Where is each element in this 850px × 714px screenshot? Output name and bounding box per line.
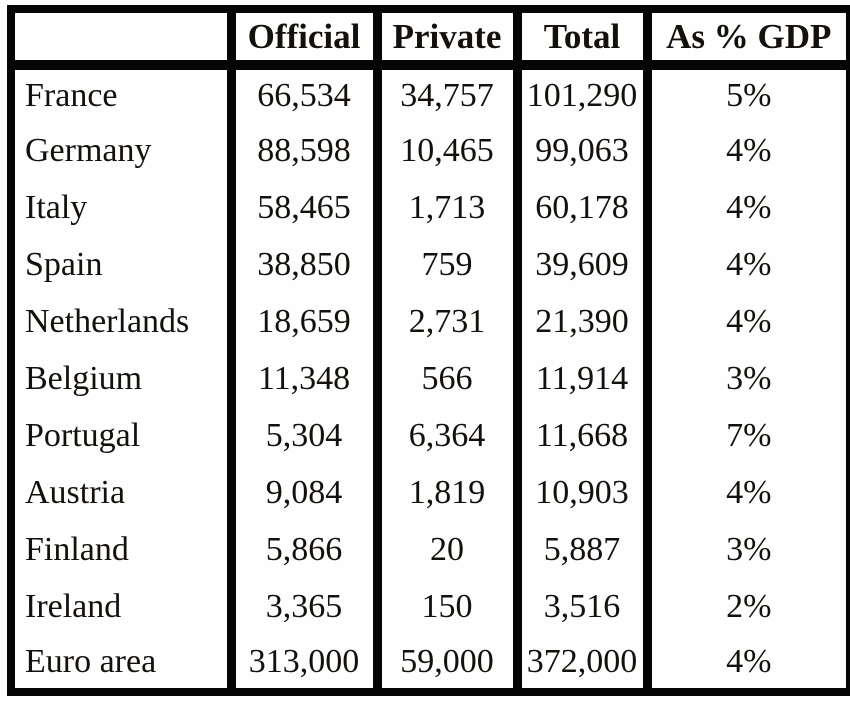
table-row-netherlands: Netherlands 18,659 2,731 21,390 4% — [11, 293, 850, 350]
total-value: 21,390 — [512, 293, 647, 350]
country-label: France — [25, 77, 118, 114]
table-row-belgium: Belgium 11,348 566 11,914 3% — [11, 350, 850, 407]
pct-gdp-value: 4% — [642, 179, 850, 236]
private-value: 1,713 — [372, 179, 517, 236]
pct-gdp-value: 4% — [642, 635, 850, 692]
pct-gdp-value: 3% — [642, 350, 850, 407]
country-label: Ireland — [25, 587, 122, 625]
private-value: 2,731 — [372, 293, 517, 350]
pct-gdp-value: 5% — [642, 65, 850, 122]
header-corner-cell — [11, 9, 231, 70]
total-value: 11,914 — [512, 350, 647, 407]
official-value: 5,304 — [226, 407, 377, 464]
total-value: 11,668 — [512, 407, 647, 464]
country-label: Germany — [25, 131, 152, 169]
official-value: 313,000 — [226, 635, 377, 692]
official-value: 58,465 — [226, 179, 377, 236]
country-label: Austria — [25, 473, 126, 511]
private-value: 34,757 — [372, 65, 517, 122]
total-value: 3,516 — [512, 578, 647, 635]
table-row-portugal: Portugal 5,304 6,364 11,668 7% — [11, 407, 850, 464]
total-value: 5,887 — [512, 521, 647, 578]
country-label: Portugal — [25, 416, 141, 454]
pct-gdp-value: 3% — [642, 521, 850, 578]
debt-relief-table: Official Private Total As % GDP France 6… — [7, 5, 850, 696]
country-label: Netherlands — [25, 302, 190, 340]
private-value: 759 — [372, 236, 517, 293]
private-value: 150 — [372, 578, 517, 635]
total-value: 39,609 — [512, 236, 647, 293]
table-row-ireland: Ireland 3,365 150 3,516 2% — [11, 578, 850, 635]
country-label: Finland — [25, 530, 129, 568]
total-value: 10,903 — [512, 464, 647, 521]
private-value: 1,819 — [372, 464, 517, 521]
header-pct-gdp: As % GDP — [642, 9, 850, 70]
private-value: 6,364 — [372, 407, 517, 464]
table-row-spain: Spain 38,850 759 39,609 4% — [11, 236, 850, 293]
pct-gdp-value: 4% — [642, 464, 850, 521]
table-row-euro-area: Euro area 313,000 59,000 372,000 4% — [11, 635, 850, 692]
pct-gdp-value: 2% — [642, 578, 850, 635]
official-value: 5,866 — [226, 521, 377, 578]
country-label: Euro area — [25, 642, 157, 680]
table-row-france: France 66,534 34,757 101,290 5% — [11, 65, 850, 122]
pct-gdp-value: 7% — [642, 407, 850, 464]
official-value: 3,365 — [226, 578, 377, 635]
total-value: 60,178 — [512, 179, 647, 236]
official-value: 18,659 — [226, 293, 377, 350]
header-private: Private — [372, 9, 517, 70]
table-row-italy: Italy 58,465 1,713 60,178 4% — [11, 179, 850, 236]
table-row-finland: Finland 5,866 20 5,887 3% — [11, 521, 850, 578]
country-label: Spain — [25, 245, 103, 283]
country-label: Italy — [25, 188, 88, 226]
country-label: Belgium — [25, 359, 143, 397]
header-official: Official — [226, 9, 377, 70]
header-total: Total — [512, 9, 647, 70]
pct-gdp-value: 4% — [642, 236, 850, 293]
official-value: 66,534 — [226, 65, 377, 122]
total-value: 372,000 — [512, 635, 647, 692]
total-value: 101,290 — [512, 65, 647, 122]
private-value: 566 — [372, 350, 517, 407]
official-value: 38,850 — [226, 236, 377, 293]
private-value: 20 — [372, 521, 517, 578]
pct-gdp-value: 4% — [642, 293, 850, 350]
table-row-austria: Austria 9,084 1,819 10,903 4% — [11, 464, 850, 521]
private-value: 59,000 — [372, 635, 517, 692]
pct-gdp-value: 4% — [642, 122, 850, 179]
official-value: 9,084 — [226, 464, 377, 521]
table-row-germany: Germany 88,598 10,465 99,063 4% — [11, 122, 850, 179]
total-value: 99,063 — [512, 122, 647, 179]
header-row: Official Private Total As % GDP — [11, 9, 850, 70]
official-value: 88,598 — [226, 122, 377, 179]
official-value: 11,348 — [226, 350, 377, 407]
private-value: 10,465 — [372, 122, 517, 179]
